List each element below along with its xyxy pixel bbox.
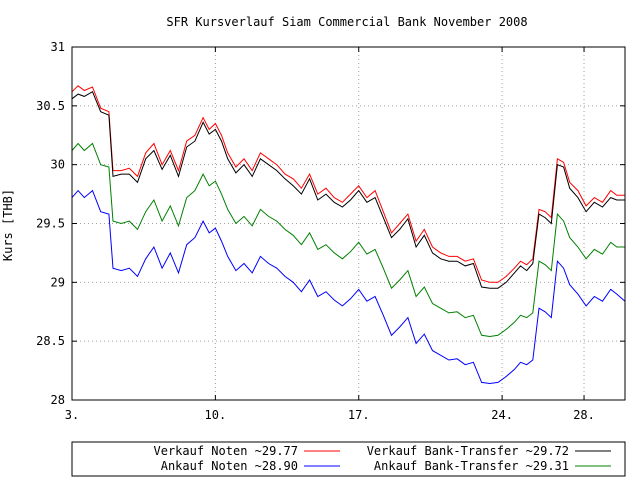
y-axis-label: Kurs [THB] [1, 189, 15, 261]
legend-box [71, 441, 626, 477]
y-tick-label: 29 [51, 275, 65, 289]
y-tick-label: 31 [51, 40, 65, 54]
series-lines [71, 85, 626, 385]
y-tick-label: 28.5 [36, 334, 65, 348]
plot-frame [71, 46, 626, 401]
x-tick-label: 17. [348, 408, 370, 422]
series-line-3 [71, 142, 625, 338]
series-line-1 [71, 90, 625, 289]
y-tick-label: 29.5 [36, 217, 65, 231]
grid [72, 47, 625, 400]
x-tick-label: 24. [491, 408, 513, 422]
legend-label: Verkauf Bank-Transfer ~29.72 [367, 444, 569, 458]
y-tick-label: 30 [51, 158, 65, 172]
series-line-0 [71, 85, 625, 283]
chart-title: SFR Kursverlauf Siam Commercial Bank Nov… [166, 15, 527, 29]
legend-label: Verkauf Noten ~29.77 [154, 444, 299, 458]
legend: Verkauf Noten ~29.77 Verkauf Bank-Transfe… [71, 441, 626, 477]
y-tick-label: 28 [51, 393, 65, 407]
legend-label: Ankauf Bank-Transfer ~29.31 [374, 459, 569, 473]
series-line-2 [71, 189, 626, 385]
x-tick-label: 10. [205, 408, 227, 422]
x-tick-label: 28. [573, 408, 595, 422]
axis-ticks: 28 28.5 29 29.5 30 30.5 31 3. 10. 17. 24. 28. [36, 40, 625, 422]
legend-label: Ankauf Noten ~28.90 [161, 459, 298, 473]
y-tick-label: 30.5 [36, 99, 65, 113]
x-tick-label: 3. [65, 408, 79, 422]
